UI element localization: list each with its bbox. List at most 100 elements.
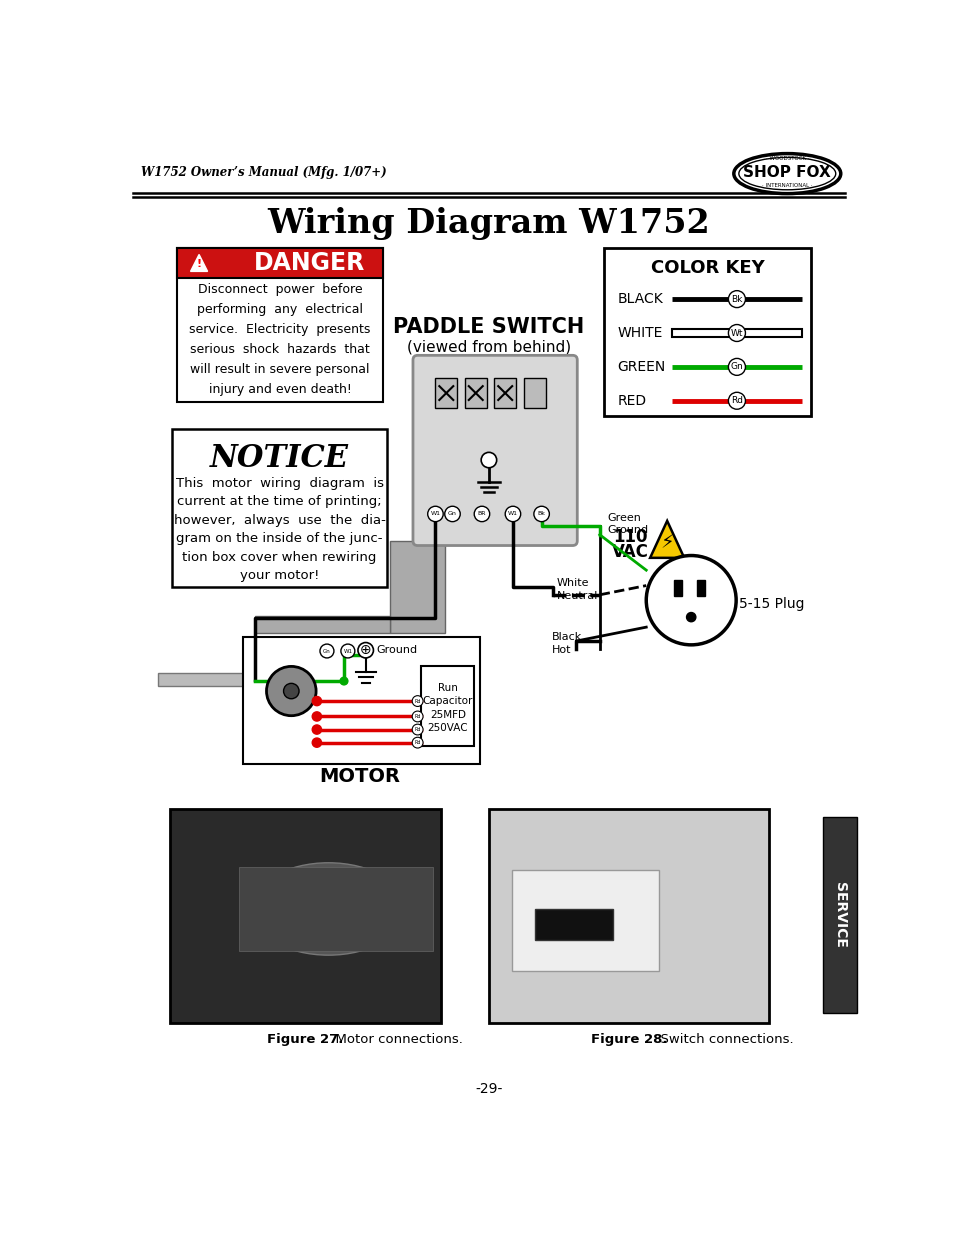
Ellipse shape [251,863,406,955]
Text: Bk: Bk [730,295,741,304]
Text: Rd: Rd [414,714,420,719]
Circle shape [412,695,422,706]
Text: WHITE: WHITE [617,326,662,340]
Circle shape [412,737,422,748]
Text: White
Neutral: White Neutral [557,578,598,600]
Circle shape [474,506,489,521]
Circle shape [427,506,443,521]
FancyBboxPatch shape [413,356,577,546]
Bar [822,816,856,1013]
Circle shape [480,452,497,468]
Text: Figure 27.: Figure 27. [267,1034,343,1046]
Text: Rd: Rd [414,727,420,732]
Bar [512,871,659,971]
Text: Black
Hot: Black Hot [551,632,581,655]
Text: Rd: Rd [414,699,420,704]
Text: RED: RED [617,394,646,408]
Text: !: ! [196,259,201,269]
Text: SHOP FOX: SHOP FOX [742,164,830,179]
Text: · INTERNATIONAL ·: · INTERNATIONAL · [761,184,812,189]
Text: VAC: VAC [612,543,648,562]
Bar [494,378,516,408]
Text: W1: W1 [507,511,517,516]
Bar [488,809,769,1023]
Circle shape [728,325,744,341]
Circle shape [412,724,422,735]
Text: Gn: Gn [730,362,742,372]
Circle shape [312,697,321,705]
Bar [177,248,382,278]
Text: · WOODSTOCK ·: · WOODSTOCK · [764,157,808,162]
Circle shape [340,677,348,685]
Bar [170,809,440,1023]
Text: ⊕: ⊕ [359,643,371,657]
Bar [603,248,810,416]
Circle shape [728,358,744,375]
Text: Wiring Diagram W1752: Wiring Diagram W1752 [267,207,710,240]
Text: COLOR KEY: COLOR KEY [650,259,763,278]
Text: ⚡: ⚡ [659,534,674,552]
Bar [239,867,433,951]
Text: BR: BR [477,511,486,516]
Bar [671,330,801,337]
Text: Bk: Bk [537,511,545,516]
Text: Run
Capacitor
25MFD
250VAC: Run Capacitor 25MFD 250VAC [422,683,473,732]
Text: W1: W1 [430,511,440,516]
Circle shape [645,556,736,645]
Polygon shape [191,254,208,272]
Circle shape [534,506,549,521]
Text: SERVICE: SERVICE [832,882,846,947]
Circle shape [340,645,355,658]
Polygon shape [649,521,683,558]
Text: Green
Ground: Green Ground [607,513,648,535]
Circle shape [357,642,373,658]
Bar [254,616,390,634]
Circle shape [728,393,744,409]
Text: MOTOR: MOTOR [318,767,399,785]
Bar [435,378,456,408]
Text: Rd: Rd [730,396,742,405]
Circle shape [728,290,744,308]
Circle shape [444,506,459,521]
Bar [390,541,444,634]
Text: Switch connections.: Switch connections. [652,1034,793,1046]
Bar [697,580,704,595]
Text: DANGER: DANGER [253,251,364,275]
Circle shape [312,739,321,747]
Circle shape [686,613,695,621]
Text: Wt: Wt [730,329,742,337]
Text: W1752 Owner’s Manual (Mfg. 1/07+): W1752 Owner’s Manual (Mfg. 1/07+) [141,167,386,179]
Circle shape [319,645,334,658]
Text: -29-: -29- [475,1082,502,1097]
Bar [523,378,545,408]
Text: Rd: Rd [414,740,420,745]
Circle shape [312,711,321,721]
Text: W1: W1 [343,648,352,653]
Text: (viewed from behind): (viewed from behind) [406,340,571,354]
Circle shape [266,667,315,716]
Bar [464,378,486,408]
Circle shape [505,506,520,521]
Bar [535,909,612,940]
Text: GREEN: GREEN [617,359,665,374]
Bar [243,637,479,764]
Bar [177,248,382,403]
Text: Gn: Gn [323,648,331,653]
Text: Figure 28.: Figure 28. [590,1034,667,1046]
Bar [674,580,681,595]
Text: 5-15 Plug: 5-15 Plug [739,597,804,611]
Bar [421,666,474,746]
Circle shape [283,683,298,699]
Bar [158,673,254,685]
Circle shape [412,711,422,721]
Text: Gn: Gn [448,511,456,516]
Circle shape [312,725,321,734]
Bar [172,430,387,587]
Text: Ground: Ground [376,645,417,656]
Text: Disconnect  power  before
performing  any  electrical
service.  Electricity  pre: Disconnect power before performing any e… [190,283,371,395]
Text: 110: 110 [613,529,647,546]
Text: NOTICE: NOTICE [210,443,349,474]
Text: BLACK: BLACK [617,293,662,306]
Text: This  motor  wiring  diagram  is
current at the time of printing;
however,  alwa: This motor wiring diagram is current at … [173,477,385,582]
Text: PADDLE SWITCH: PADDLE SWITCH [393,317,584,337]
